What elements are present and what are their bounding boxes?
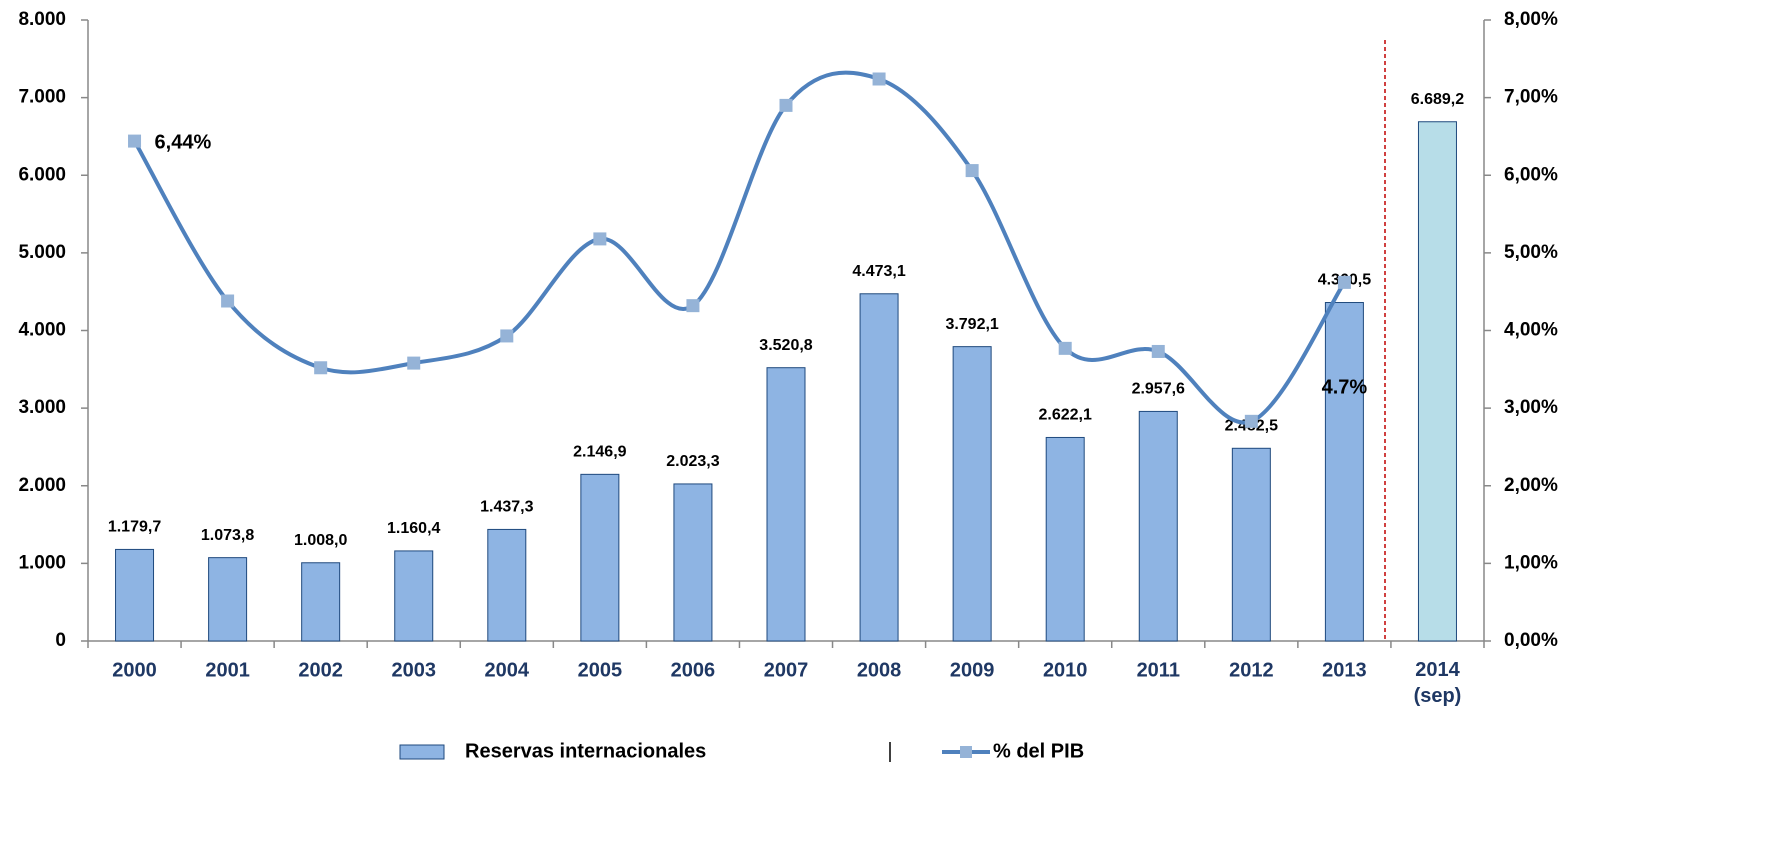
line-marker [1337, 275, 1351, 289]
x-tick-label: 2002 [298, 659, 343, 681]
x-tick-label: 2013 [1322, 659, 1367, 681]
y-tick-label: 7.000 [18, 87, 66, 108]
x-tick-label: 2009 [950, 659, 995, 681]
line-marker [128, 134, 142, 148]
bar [301, 562, 341, 642]
bar-value-label: 2.957,6 [1132, 381, 1185, 398]
line-marker [779, 98, 793, 112]
x-tick-label: 2006 [671, 659, 716, 681]
y-tick-label: 6.000 [18, 164, 66, 185]
line-marker [1151, 344, 1165, 358]
y-tick-label: 8.000 [18, 9, 66, 30]
bar-value-label: 6.689,2 [1411, 91, 1464, 108]
line-marker [686, 299, 700, 313]
x-tick-label: 2004 [485, 659, 530, 681]
line-marker [500, 329, 514, 343]
bar [1324, 302, 1364, 642]
x-tick-label: 2014 (sep) [1414, 659, 1462, 707]
bar [952, 346, 992, 642]
line-marker [314, 361, 328, 375]
y2-tick-label: 5,00% [1504, 242, 1558, 263]
y-tick-label: 5.000 [18, 242, 66, 263]
y-tick-label: 1.000 [18, 552, 66, 573]
y2-tick-label: 3,00% [1504, 397, 1558, 418]
line-marker [407, 356, 421, 370]
y-tick-label: 0 [55, 630, 66, 651]
line-marker [593, 232, 607, 246]
x-tick-label: 2003 [391, 659, 436, 681]
y2-tick-label: 8,00% [1504, 9, 1558, 30]
y2-tick-label: 6,00% [1504, 164, 1558, 185]
y2-tick-label: 7,00% [1504, 87, 1558, 108]
x-tick-label: 2001 [205, 659, 250, 681]
bar [1417, 121, 1457, 642]
y2-tick-label: 4,00% [1504, 320, 1558, 341]
bar-value-label: 4.473,1 [852, 263, 905, 280]
legend-label: % del PIB [993, 740, 1084, 762]
legend-marker [960, 746, 972, 758]
line-marker [965, 164, 979, 178]
x-tick-label: 2005 [578, 659, 623, 681]
bar-value-label: 2.622,1 [1039, 407, 1092, 424]
bar-value-label: 1.073,8 [201, 527, 254, 544]
bar [208, 557, 248, 642]
legend-swatch [399, 744, 445, 760]
bar-value-label: 3.792,1 [945, 316, 998, 333]
line-marker [872, 72, 886, 86]
bar-value-label: 1.179,7 [108, 519, 161, 536]
annotation: 6,44% [155, 131, 212, 153]
bar [1231, 447, 1271, 642]
x-tick-label: 2012 [1229, 659, 1274, 681]
bar-value-label: 1.008,0 [294, 532, 347, 549]
x-tick-label: 2007 [764, 659, 809, 681]
bar [673, 483, 713, 642]
bar [766, 367, 806, 642]
bar [487, 528, 527, 642]
y-tick-label: 2.000 [18, 475, 66, 496]
y2-tick-label: 0,00% [1504, 630, 1558, 651]
bar-value-label: 1.437,3 [480, 499, 533, 516]
x-tick-label: 2008 [857, 659, 902, 681]
y2-tick-label: 1,00% [1504, 552, 1558, 573]
line-marker [221, 294, 235, 308]
bar-value-label: 2.023,3 [666, 453, 719, 470]
bar-value-label: 1.160,4 [387, 520, 440, 537]
y-tick-label: 3.000 [18, 397, 66, 418]
x-tick-label: 2010 [1043, 659, 1088, 681]
legend-label: Reservas internacionales [465, 740, 706, 762]
line-marker [1058, 341, 1072, 355]
line-marker [1244, 414, 1258, 428]
x-tick-label: 2011 [1137, 659, 1180, 681]
y2-tick-label: 2,00% [1504, 475, 1558, 496]
bar [1138, 410, 1178, 642]
y-tick-label: 4.000 [18, 320, 66, 341]
annotation: 4.7% [1322, 377, 1368, 399]
bar-value-label: 3.520,8 [759, 337, 812, 354]
bar [115, 548, 155, 642]
bar [394, 550, 434, 642]
bar [1045, 436, 1085, 642]
bar [859, 293, 899, 642]
bar [580, 473, 620, 642]
x-tick-label: 2000 [112, 659, 157, 681]
bar-value-label: 2.146,9 [573, 444, 626, 461]
